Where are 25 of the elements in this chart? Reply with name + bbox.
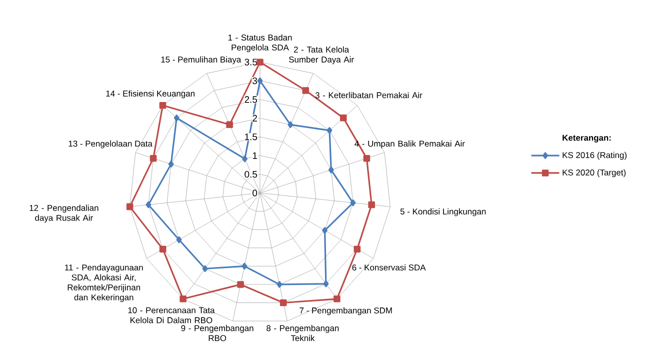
spoke-label: 11 - Pendayagunaan SDA, Alokasi Air, Rekomtek/Perijinan dan Kekeringan (65, 264, 143, 302)
y-tick-label: 3 (252, 77, 258, 84)
spoke-label: 15 - Pemulihan Biaya (161, 56, 242, 64)
spoke-label: 1 - Status Badan Pengelola SDA (228, 34, 292, 52)
legend-label: KS 2020 (Target) (562, 169, 626, 178)
spoke-label: 2 - Tata Kelola Sumber Daya Air (289, 46, 354, 64)
y-tick-label: 1.5 (245, 134, 258, 140)
y-tick-label: 1 (252, 152, 257, 159)
legend-label: KS 2016 (Rating) (562, 152, 627, 160)
spoke-label: 9 - Pengembangan RBO (181, 324, 254, 342)
spoke-label: 6 - Konservasi SDA (352, 264, 426, 270)
spoke-label: 12 - Pengendalian daya Rusak Air (30, 204, 98, 223)
spoke-label: 14 - Efisiensi Keuangan (106, 90, 194, 98)
spoke-label: 3 - Keterlibatan Pemakai Air (315, 92, 422, 98)
legend-title: Keterangan: (562, 134, 611, 142)
spoke-label: 10 - Perencanaan Tata Kelola Di Dalam RBO (128, 307, 215, 324)
spoke-label: 13 - Pengelolaan Data (68, 140, 152, 148)
spoke-label: 8 - Pengembangan Teknik (266, 324, 339, 342)
y-tick-label: 0.5 (244, 170, 258, 178)
spoke-label: 7 - Pengembangan SDM (300, 307, 392, 316)
y-tick-label: 2.5 (244, 96, 258, 103)
y-tick-label: 3.5 (244, 58, 258, 66)
y-tick-label: 0 (252, 190, 258, 196)
spoke-label: 5 - Kondisi Lingkungan (400, 208, 486, 216)
y-tick-label: 2 (252, 114, 257, 122)
